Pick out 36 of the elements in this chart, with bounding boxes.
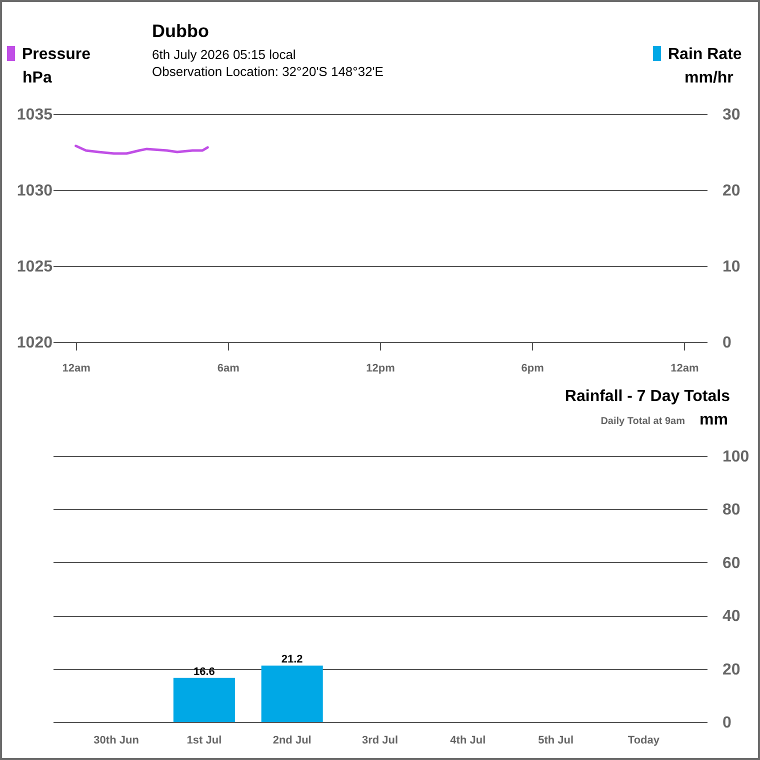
x-tick-label: 12pm [366, 362, 396, 374]
y-tick-label: 100 [722, 448, 750, 466]
y2-axis-title: mm/hr [684, 70, 734, 86]
y-tick-label: 1030 [16, 182, 53, 200]
y-tick-label: 80 [722, 502, 740, 519]
y-axis-title: hPa [22, 70, 52, 86]
chart-title: Dubbo [152, 21, 209, 41]
line-series [74, 144, 209, 155]
y-tick-label: 1020 [16, 334, 53, 352]
legend-label: Pressure [22, 46, 91, 63]
x-tick-label: 12am [670, 362, 699, 374]
x-tick-label: 12am [62, 362, 91, 374]
y-tick-label: 1025 [16, 258, 53, 276]
y-axis-title: mm [700, 412, 728, 428]
y-tick-label: 0 [722, 714, 732, 732]
x-tick-label: 2nd Jul [272, 734, 312, 746]
chart-subtitle: Daily Total at 9am [600, 416, 686, 427]
y-tick-label: 1035 [16, 106, 53, 124]
x-tick-label: Today [628, 734, 660, 746]
y2-tick-label: 10 [722, 258, 740, 276]
chart-subtitle: 6th July 2026 05:15 local [152, 47, 296, 62]
x-tick-label: 30th Jun [94, 734, 140, 746]
x-tick-label: 3rd Jul [362, 734, 398, 746]
x-tick-label: 6pm [521, 362, 544, 374]
y-tick-label: 20 [722, 661, 740, 678]
text: Observation Location: 32°20'S 148°32'E [152, 64, 384, 79]
y2-tick-label: 30 [722, 106, 740, 124]
data-label: 21.2 [281, 654, 303, 666]
chart-title: Rainfall - 7 Day Totals [564, 388, 730, 405]
y-tick-label: 40 [722, 608, 740, 626]
legend-label: Rain Rate [668, 46, 742, 63]
x-tick-label: 5th Jul [538, 734, 574, 746]
x-tick-label: 4th Jul [450, 734, 486, 746]
x-tick-label: 6am [217, 362, 240, 374]
x-tick-label: 1st Jul [186, 734, 222, 746]
y-tick-label: 60 [722, 554, 740, 572]
